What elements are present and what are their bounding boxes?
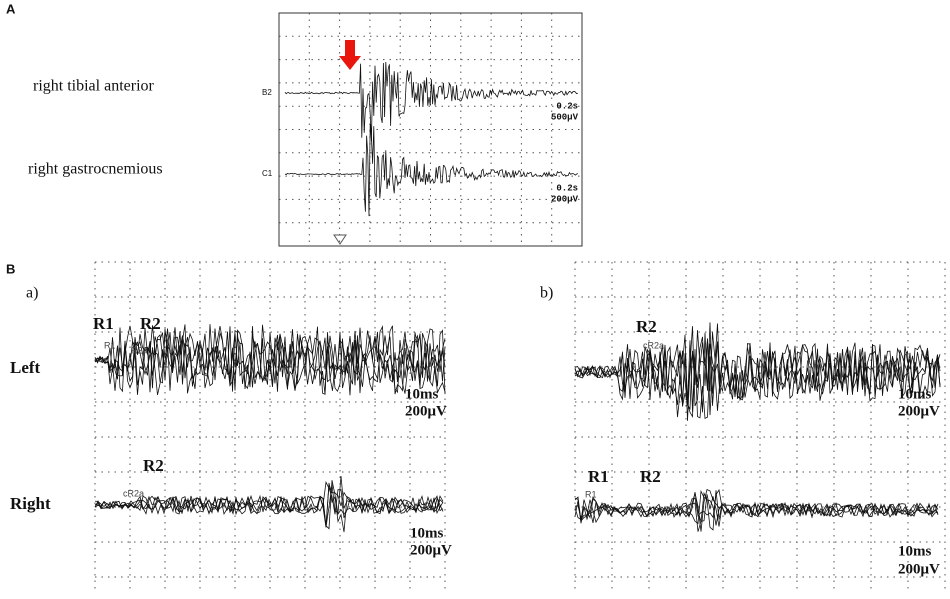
trace: [574, 322, 941, 413]
time-scale: 0.2s: [556, 101, 578, 111]
amplitude-scale: 200μV: [410, 542, 452, 558]
trace-label: cR2a: [643, 340, 664, 350]
trace-label: R2a: [131, 345, 148, 355]
subpanel-label: b): [540, 285, 553, 302]
panel-label: A: [6, 1, 16, 16]
side-label: Left: [10, 358, 41, 377]
time-scale: 10ms: [898, 386, 931, 402]
response-marker: R2: [636, 317, 657, 336]
trace-label: cR2a: [123, 488, 144, 498]
trace: [94, 324, 446, 395]
channel-label: C1: [262, 169, 273, 178]
trace-label: R1: [104, 340, 116, 350]
trace: [94, 327, 446, 395]
time-scale: 10ms: [405, 386, 438, 402]
trace: [574, 494, 939, 532]
amplitude-scale: 200μV: [405, 403, 447, 419]
time-scale: 10ms: [410, 525, 443, 541]
response-marker: R2: [143, 456, 164, 475]
stimulus-arrow: [339, 40, 361, 70]
trace: [574, 323, 941, 420]
response-marker: R2: [640, 467, 661, 486]
response-marker: R1: [588, 467, 609, 486]
response-marker: R1: [93, 314, 114, 333]
trace: [94, 475, 444, 528]
row-label: right tibial anterior: [33, 78, 155, 95]
subpanel-label: a): [26, 285, 38, 302]
trace: [94, 325, 446, 394]
amplitude-scale: 200μV: [551, 194, 579, 204]
channel-label: B2: [262, 88, 272, 97]
trace-label: R1: [585, 489, 597, 499]
panel-a-frame: [278, 12, 583, 247]
amplitude-scale: 500μV: [551, 112, 579, 122]
trace: [94, 480, 444, 530]
amplitude-scale: 200μV: [898, 561, 940, 577]
traces: [94, 61, 941, 533]
panel-label: B: [6, 261, 15, 276]
trace: [284, 124, 578, 217]
time-scale: 10ms: [898, 543, 931, 559]
time-scale: 0.2s: [556, 183, 578, 193]
trace: [284, 61, 578, 142]
trigger-marker: [333, 234, 347, 245]
side-label: Right: [10, 494, 51, 513]
row-label: right gastrocnemious: [28, 161, 163, 178]
trace: [574, 490, 939, 531]
grids: [94, 12, 946, 590]
response-marker: R2: [140, 314, 161, 333]
amplitude-scale: 200μV: [898, 403, 940, 419]
trace: [574, 489, 939, 532]
trace: [94, 484, 444, 527]
